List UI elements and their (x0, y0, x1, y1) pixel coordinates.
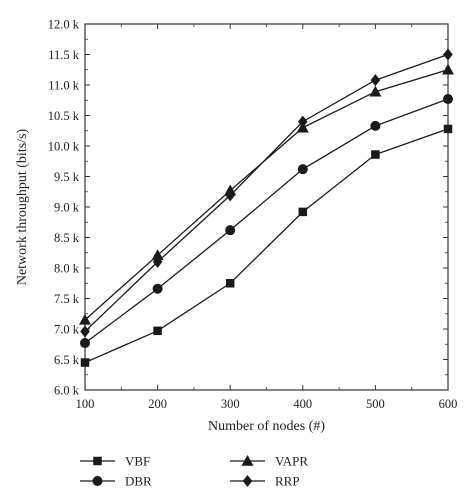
x-tick-label: 500 (366, 397, 385, 411)
y-axis-label: Network throughput (bits/s) (15, 129, 30, 286)
data-point-dbr (370, 120, 381, 131)
data-point-vapr (442, 63, 454, 75)
data-point-dbr (443, 94, 453, 105)
data-point-vbf (153, 326, 162, 336)
legend-marker-vbf (93, 456, 102, 466)
x-tick-label: 100 (76, 397, 95, 411)
data-point-dbr (297, 164, 308, 175)
y-tick-label: 10.5 k (48, 109, 80, 123)
legend-label-vbf: VBF (125, 454, 150, 469)
series-vbf (80, 124, 453, 367)
y-tick-label: 9.5 k (54, 170, 80, 184)
series-vapr (79, 63, 454, 325)
y-tick-label: 7.5 k (54, 292, 80, 306)
plot-area (84, 23, 449, 391)
data-point-dbr (152, 283, 163, 294)
legend-item-vbf: VBF (80, 454, 150, 469)
data-point-rrp (225, 189, 235, 202)
data-point-vapr (151, 249, 164, 260)
data-point-vbf (225, 279, 235, 288)
legend-marker-rrp (242, 475, 253, 487)
x-tick-label: 400 (293, 397, 312, 411)
legend-label-rrp: RRP (275, 474, 300, 489)
y-tick-label: 11.5 k (48, 48, 80, 62)
data-point-dbr (225, 225, 236, 236)
data-point-dbr (80, 338, 90, 349)
y-axis: 6.0 k 6.5 k 7.0 k 7.5 k 8.0 k 8.5 k 9.0 k 9.5 k… (48, 18, 448, 398)
legend-item-dbr: DBR (80, 474, 152, 489)
x-tick-label: 600 (439, 397, 458, 411)
plot-border (84, 23, 449, 391)
data-point-vapr (79, 313, 91, 325)
y-tick-label: 9.0 k (54, 201, 80, 215)
data-point-rrp (80, 325, 90, 338)
data-point-rrp (152, 255, 163, 268)
x-tick-label: 300 (221, 397, 240, 411)
series-dbr (80, 94, 453, 349)
legend-item-rrp: RRP (230, 474, 300, 489)
series-rrp (80, 48, 453, 338)
series-line-rrp (84, 53, 449, 332)
data-point-rrp (298, 115, 308, 128)
data-point-vbf (298, 207, 308, 217)
legend-marker-dbr (92, 476, 103, 486)
series-line-vbf (84, 128, 449, 364)
series-line-dbr (84, 98, 449, 344)
data-point-rrp (370, 74, 381, 87)
legend: VBF VAPR DBR RRP (80, 454, 308, 489)
x-tick-label: 200 (148, 397, 167, 411)
series-layer (79, 48, 454, 367)
x-axis: 100 200 300 400 500 600 (76, 24, 458, 411)
data-point-vbf (443, 124, 453, 134)
y-tick-label: 6.0 k (54, 384, 80, 398)
y-tick-label: 6.5 k (54, 353, 80, 367)
x-axis-label: Number of nodes (#) (208, 419, 325, 434)
legend-label-dbr: DBR (125, 474, 152, 489)
y-tick-label: 11.0 k (48, 79, 80, 93)
data-point-vbf (80, 358, 90, 367)
legend-marker-vapr (241, 455, 254, 466)
legend-label-vapr: VAPR (275, 454, 308, 469)
legend-item-vapr: VAPR (230, 454, 308, 469)
y-tick-label: 7.0 k (54, 323, 80, 337)
data-point-vapr (369, 85, 382, 97)
y-tick-label: 12.0 k (48, 18, 80, 32)
y-tick-label: 8.5 k (54, 231, 80, 245)
data-point-rrp (443, 48, 453, 61)
y-tick-label: 8.0 k (54, 262, 80, 276)
series-line-vapr (84, 69, 449, 321)
data-point-vbf (371, 150, 380, 159)
y-tick-label: 10.0 k (48, 140, 80, 154)
